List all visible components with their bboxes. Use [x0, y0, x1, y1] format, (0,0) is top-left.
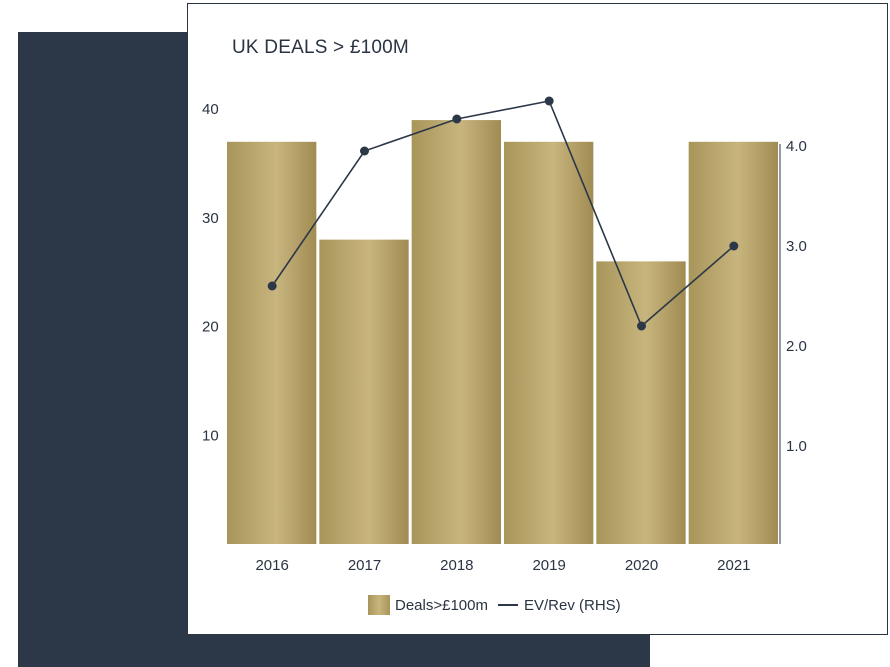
x-tick-2017: 2017 [348, 557, 381, 574]
legend-line-swatch [498, 604, 518, 606]
legend-line-label: EV/Rev (RHS) [524, 597, 621, 614]
y-left-tick-30: 30 [202, 210, 219, 227]
legend-bar-swatch [368, 595, 390, 615]
x-tick-2020: 2020 [625, 557, 658, 574]
y-right-tick-1.0: 1.0 [786, 438, 807, 455]
legend-bar-label: Deals>£100m [395, 597, 488, 614]
ev-rev-point-2021 [729, 242, 738, 251]
x-tick-2019: 2019 [532, 557, 565, 574]
y-right-tick-3.0: 3.0 [786, 238, 807, 255]
y-left-tick-10: 10 [202, 427, 219, 444]
chart-plot: 2016 2017 2018 2019 2020 2021 10 20 30 40 1.0 2.0 3.… [188, 4, 889, 594]
x-tick-2016: 2016 [255, 557, 288, 574]
bar-2021 [689, 142, 778, 544]
ev-rev-point-2020 [637, 322, 646, 331]
ev-rev-point-2018 [452, 115, 461, 124]
ev-rev-point-2017 [360, 147, 369, 156]
x-tick-2021: 2021 [717, 557, 750, 574]
bar-2020 [596, 261, 685, 544]
bar-2016 [227, 142, 316, 544]
y-left-tick-40: 40 [202, 101, 219, 118]
y-right-tick-4.0: 4.0 [786, 138, 807, 155]
bar-2018 [412, 120, 501, 544]
chart-card: UK DEALS > £100M 2016 2017 2018 2019 2020 202… [187, 3, 888, 635]
bar-2019 [504, 142, 593, 544]
x-tick-2018: 2018 [440, 557, 473, 574]
ev-rev-point-2016 [268, 282, 277, 291]
bar-2017 [319, 240, 408, 544]
y-right-tick-2.0: 2.0 [786, 338, 807, 355]
y-left-tick-20: 20 [202, 319, 219, 336]
ev-rev-point-2019 [545, 97, 554, 106]
legend: Deals>£100m EV/Rev (RHS) [368, 595, 621, 615]
